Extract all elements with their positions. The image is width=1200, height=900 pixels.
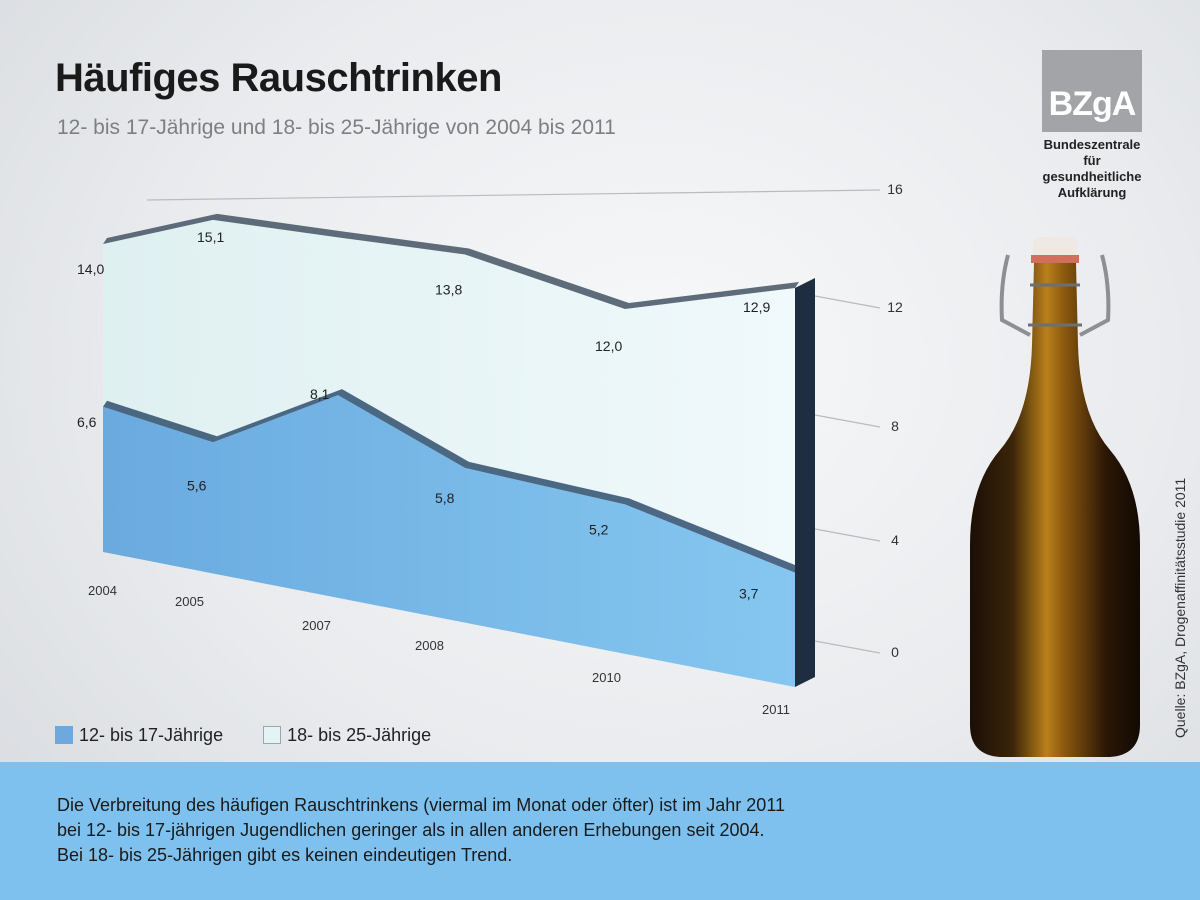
caption-line: bei 12- bis 17-jährigen Jugendlichen ger… — [57, 820, 765, 840]
y-tick-label: 8 — [891, 418, 899, 434]
data-label-18-25: 12,9 — [743, 299, 770, 315]
data-label-12-17: 5,8 — [435, 490, 455, 506]
y-tick-label: 16 — [887, 181, 903, 197]
gridline-16 — [146, 189, 881, 201]
gridline — [814, 414, 881, 428]
chart-plot: 0 4 8 12 16 14,0 15,1 13,8 12,0 12,9 6,6 5,6 8,1 5,8 5… — [77, 181, 903, 717]
logo-text: Bundeszentrale für gesundheitliche Aufkl… — [1030, 137, 1154, 201]
bottle-image — [970, 237, 1140, 757]
logo-line: Aufklärung — [1057, 185, 1127, 200]
caption-band — [0, 762, 1200, 900]
data-label-18-25: 15,1 — [197, 229, 224, 245]
caption-line: Bei 18- bis 25-Jährigen gibt es keinen e… — [57, 845, 513, 865]
legend-item-youth: 12- bis 17-Jährige — [55, 725, 223, 746]
data-label-12-17: 5,2 — [589, 521, 609, 537]
x-tick-label: 2010 — [592, 670, 621, 685]
x-tick-label: 2005 — [175, 594, 204, 609]
gridline — [814, 295, 881, 309]
x-tick-label: 2004 — [88, 583, 117, 598]
logo-line: gesundheitliche — [1042, 169, 1142, 184]
legend-swatch-adults — [263, 726, 282, 744]
data-label-12-17: 6,6 — [77, 414, 97, 430]
area-side-wall — [795, 277, 815, 688]
data-label-12-17: 8,1 — [310, 386, 330, 402]
bzga-logo: BZgA — [1042, 50, 1142, 132]
data-label-18-25: 14,0 — [77, 261, 104, 277]
legend-swatch-youth — [55, 726, 73, 744]
source-note: Quelle: BZgA, Drogenaffinitätsstudie 201… — [1172, 477, 1188, 738]
chart-subtitle: 12- bis 17-Jährige und 18- bis 25-Jährig… — [57, 116, 616, 139]
legend-item-adults: 18- bis 25-Jährige — [263, 725, 431, 746]
logo-line: für — [1083, 153, 1101, 168]
legend-label: 18- bis 25-Jährige — [287, 724, 432, 745]
y-tick-label: 0 — [891, 644, 899, 660]
caption-text: Die Verbreitung des häufigen Rauschtrink… — [57, 793, 957, 868]
legend-label: 12- bis 17-Jährige — [79, 724, 224, 745]
data-label-18-25: 12,0 — [595, 338, 622, 354]
data-label-12-17: 5,6 — [187, 477, 207, 493]
logo-line: Bundeszentrale — [1043, 137, 1141, 152]
gridline — [814, 528, 881, 542]
data-label-12-17: 3,7 — [739, 586, 759, 602]
chart-title: Häufiges Rauschtrinken — [55, 56, 502, 100]
y-tick-label: 4 — [891, 532, 899, 548]
y-tick-label: 12 — [887, 299, 903, 315]
chart-legend: 12- bis 17-Jährige 18- bis 25-Jährige — [55, 724, 471, 746]
gridline — [814, 640, 881, 654]
x-tick-label: 2011 — [762, 702, 790, 717]
area-series-12-17 — [103, 395, 795, 688]
data-label-18-25: 13,8 — [435, 282, 462, 298]
x-tick-label: 2007 — [302, 618, 331, 633]
caption-line: Die Verbreitung des häufigen Rauschtrink… — [57, 795, 786, 815]
x-tick-label: 2008 — [415, 638, 444, 653]
area-series-18-25 — [103, 219, 795, 573]
logo-abbr: BZgA — [1048, 85, 1137, 123]
